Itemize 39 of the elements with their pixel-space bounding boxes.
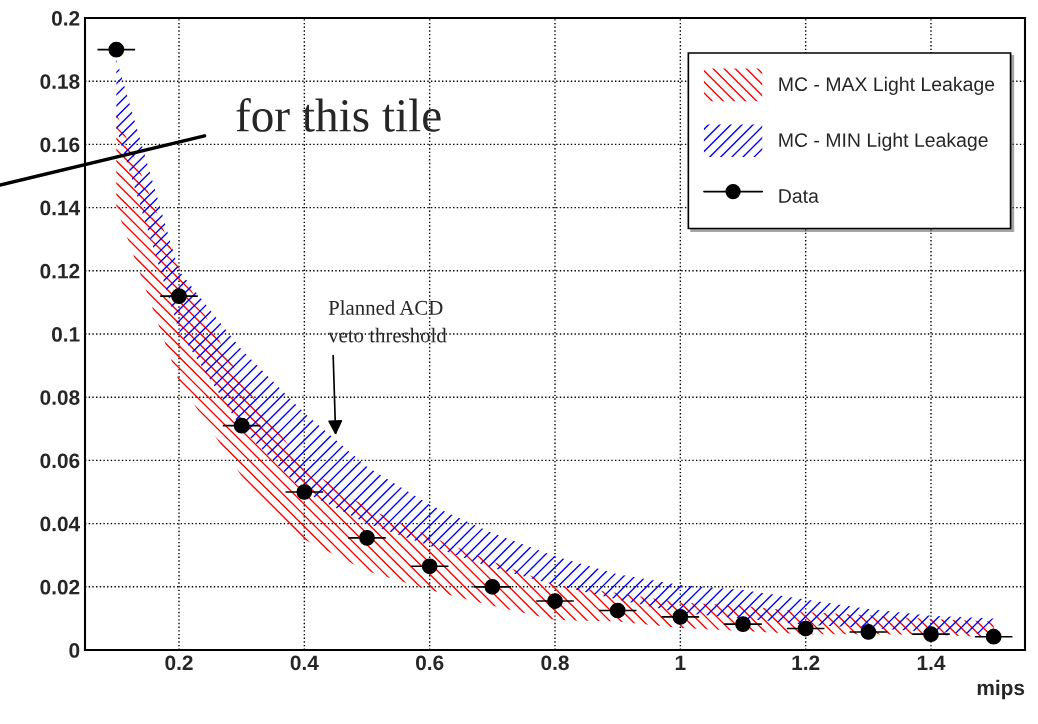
x-axis-title: mips — [977, 679, 1025, 700]
legend-label: Data — [779, 189, 819, 203]
x-tick-label: 1 — [675, 655, 686, 670]
y-tick-label: 0.04 — [40, 516, 81, 532]
y-tick-label: 0.08 — [40, 390, 80, 405]
x-tick-label: 1.2 — [792, 655, 820, 670]
point — [233, 417, 250, 434]
point — [923, 626, 939, 643]
point — [171, 288, 187, 304]
y-tick-label: 0.16 — [40, 137, 80, 153]
y-tick-label: 0.2 — [52, 11, 80, 26]
point — [797, 620, 814, 637]
point — [860, 624, 877, 640]
y-tick-label: 0 — [69, 643, 80, 658]
point — [547, 593, 563, 609]
point — [296, 484, 313, 500]
point — [985, 628, 1002, 645]
point — [672, 608, 689, 625]
annotation: Planned ACD veto threshold — [328, 300, 447, 343]
y-tick-label: 0.06 — [40, 453, 80, 469]
x-tick-label: 1.4 — [917, 655, 946, 670]
annotation: for this tile — [236, 98, 441, 132]
legend-label: MC - MAX Light Leakage — [779, 76, 995, 95]
y-tick-label: 0.12 — [40, 263, 80, 279]
y-tick-label: 0.18 — [40, 74, 80, 89]
y-tick-label: 0.1 — [52, 327, 80, 342]
point — [609, 602, 626, 619]
y-tick-label: 0.14 — [40, 200, 81, 216]
x-tick-label: 0.2 — [165, 655, 193, 671]
point — [735, 616, 751, 632]
y-tick-label: 0.02 — [40, 579, 80, 595]
point — [359, 529, 375, 546]
legend-label: MC - MIN Light Leakage — [779, 132, 988, 151]
x-tick-label: 0.4 — [290, 655, 319, 671]
point — [108, 41, 125, 58]
point — [484, 578, 501, 595]
x-tick-label: 0.6 — [416, 655, 444, 671]
point — [421, 558, 438, 575]
x-tick-label: 0.8 — [541, 655, 569, 671]
